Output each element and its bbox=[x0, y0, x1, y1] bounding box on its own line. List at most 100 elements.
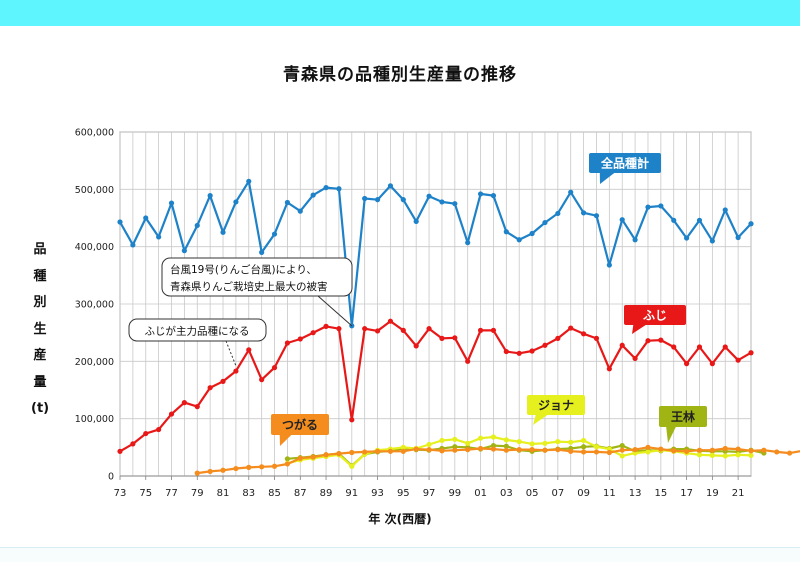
x-tick-label: 13 bbox=[629, 488, 642, 499]
data-point-all bbox=[220, 230, 225, 235]
x-tick-label: 07 bbox=[551, 488, 564, 499]
data-point-tsugaru bbox=[568, 449, 573, 454]
data-point-jonagold bbox=[349, 464, 354, 469]
x-tick-label: 83 bbox=[242, 488, 255, 499]
data-point-all bbox=[362, 196, 367, 201]
data-point-fuji bbox=[465, 359, 470, 364]
data-point-tsugaru bbox=[736, 446, 741, 451]
data-point-jonagold bbox=[723, 453, 728, 458]
x-tick-label: 15 bbox=[654, 488, 667, 499]
y-tick-label: 300,000 bbox=[75, 300, 114, 311]
data-point-fuji bbox=[272, 365, 277, 370]
data-point-all bbox=[529, 231, 534, 236]
data-point-jonagold bbox=[710, 453, 715, 458]
data-point-fuji bbox=[517, 351, 522, 356]
data-point-ourin bbox=[620, 443, 625, 448]
data-point-all bbox=[478, 191, 483, 196]
data-point-tsugaru bbox=[517, 447, 522, 452]
x-tick-label: 17 bbox=[680, 488, 693, 499]
x-tick-label: 89 bbox=[320, 488, 333, 499]
data-point-fuji bbox=[439, 336, 444, 341]
data-point-all bbox=[671, 218, 676, 223]
data-point-tsugaru bbox=[233, 466, 238, 471]
data-point-tsugaru bbox=[220, 468, 225, 473]
annotation-text-line1: 台風19号(りんご台風)により、 bbox=[170, 263, 317, 276]
data-point-fuji bbox=[169, 411, 174, 416]
x-tick-label: 99 bbox=[448, 488, 461, 499]
y-tick-label: 200,000 bbox=[75, 357, 114, 368]
data-point-jonagold bbox=[748, 453, 753, 458]
callout-label-tsugaru: つがる bbox=[282, 417, 318, 432]
data-point-tsugaru bbox=[761, 448, 766, 453]
data-point-tsugaru bbox=[272, 464, 277, 469]
x-tick-label: 79 bbox=[191, 488, 204, 499]
data-point-tsugaru bbox=[555, 447, 560, 452]
data-point-tsugaru bbox=[259, 464, 264, 469]
data-point-tsugaru bbox=[388, 449, 393, 454]
data-point-fuji bbox=[388, 319, 393, 324]
data-point-fuji bbox=[491, 328, 496, 333]
data-point-fuji bbox=[620, 343, 625, 348]
x-tick-label: 87 bbox=[294, 488, 307, 499]
data-point-tsugaru bbox=[710, 448, 715, 453]
data-point-all bbox=[195, 223, 200, 228]
data-point-tsugaru bbox=[478, 446, 483, 451]
x-tick-label: 01 bbox=[474, 488, 487, 499]
data-point-jonagold bbox=[581, 438, 586, 443]
x-tick-label: 77 bbox=[165, 488, 178, 499]
data-point-all bbox=[117, 219, 122, 224]
data-point-tsugaru bbox=[246, 465, 251, 470]
data-point-fuji bbox=[130, 441, 135, 446]
data-point-all bbox=[272, 231, 277, 236]
data-point-tsugaru bbox=[645, 445, 650, 450]
x-tick-label: 85 bbox=[268, 488, 281, 499]
data-point-tsugaru bbox=[723, 446, 728, 451]
data-point-fuji bbox=[285, 340, 290, 345]
data-point-tsugaru bbox=[697, 448, 702, 453]
x-tick-label: 95 bbox=[397, 488, 410, 499]
data-point-tsugaru bbox=[195, 471, 200, 476]
data-point-tsugaru bbox=[285, 461, 290, 466]
data-point-all bbox=[723, 207, 728, 212]
data-point-fuji bbox=[414, 343, 419, 348]
data-point-all bbox=[633, 237, 638, 242]
x-tick-label: 73 bbox=[114, 488, 127, 499]
data-point-fuji bbox=[607, 366, 612, 371]
data-point-all bbox=[375, 197, 380, 202]
x-tick-label: 03 bbox=[500, 488, 513, 499]
data-point-fuji bbox=[697, 344, 702, 349]
x-tick-label: 75 bbox=[139, 488, 152, 499]
data-point-all bbox=[555, 211, 560, 216]
data-point-tsugaru bbox=[658, 446, 663, 451]
x-tick-label: 19 bbox=[706, 488, 719, 499]
data-point-all bbox=[491, 193, 496, 198]
data-point-tsugaru bbox=[774, 449, 779, 454]
data-point-fuji bbox=[349, 417, 354, 422]
data-point-tsugaru bbox=[684, 449, 689, 454]
data-point-fuji bbox=[594, 336, 599, 341]
data-point-all bbox=[684, 235, 689, 240]
data-point-tsugaru bbox=[349, 450, 354, 455]
data-point-all bbox=[607, 262, 612, 267]
data-point-jonagold bbox=[465, 441, 470, 446]
data-point-all bbox=[414, 219, 419, 224]
x-tick-label: 11 bbox=[603, 488, 616, 499]
x-tick-label: 21 bbox=[732, 488, 745, 499]
data-point-fuji bbox=[736, 358, 741, 363]
data-point-fuji bbox=[529, 348, 534, 353]
data-point-all bbox=[710, 238, 715, 243]
data-point-tsugaru bbox=[375, 449, 380, 454]
data-point-jonagold bbox=[568, 440, 573, 445]
data-point-all bbox=[645, 205, 650, 210]
data-point-all bbox=[465, 240, 470, 245]
data-point-tsugaru bbox=[362, 449, 367, 454]
data-point-jonagold bbox=[504, 437, 509, 442]
x-tick-label: 97 bbox=[423, 488, 436, 499]
data-point-fuji bbox=[362, 326, 367, 331]
data-point-tsugaru bbox=[465, 447, 470, 452]
data-point-fuji bbox=[323, 324, 328, 329]
data-point-all bbox=[233, 199, 238, 204]
data-point-tsugaru bbox=[787, 450, 792, 455]
data-point-tsugaru bbox=[401, 449, 406, 454]
